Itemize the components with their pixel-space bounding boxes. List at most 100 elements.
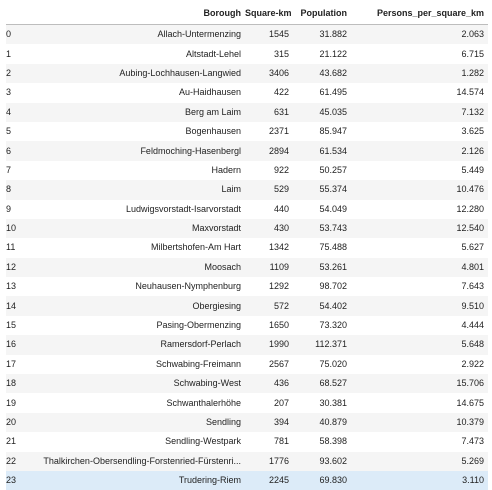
square-km-cell: 529 [245,180,293,199]
row-index: 10 [6,219,24,238]
population-cell: 53.743 [293,219,351,238]
row-index: 20 [6,413,24,432]
header-borough: Borough [24,3,245,25]
borough-cell: Sendling [24,413,245,432]
borough-cell: Aubing-Lochhausen-Langwied [24,64,245,83]
persons-per-square-km-cell: 5.449 [351,161,488,180]
borough-cell: Au-Haidhausen [24,83,245,102]
borough-cell: Altstadt-Lehel [24,44,245,63]
square-km-cell: 1990 [245,335,293,354]
population-cell: 85.947 [293,122,351,141]
population-cell: 50.257 [293,161,351,180]
population-cell: 61.534 [293,141,351,160]
persons-per-square-km-cell: 5.648 [351,335,488,354]
persons-per-square-km-cell: 15.706 [351,374,488,393]
row-index: 11 [6,238,24,257]
borough-cell: Schwabing-Freimann [24,355,245,374]
header-persons-per-square-km: Persons_per_square_km [351,3,488,25]
row-index: 8 [6,180,24,199]
population-cell: 43.682 [293,64,351,83]
square-km-cell: 430 [245,219,293,238]
persons-per-square-km-cell: 4.801 [351,258,488,277]
square-km-cell: 1650 [245,316,293,335]
row-index: 21 [6,432,24,451]
row-index: 5 [6,122,24,141]
borough-cell: Milbertshofen-Am Hart [24,238,245,257]
square-km-cell: 207 [245,393,293,412]
population-cell: 53.261 [293,258,351,277]
population-cell: 112.371 [293,335,351,354]
population-cell: 31.882 [293,25,351,45]
persons-per-square-km-cell: 2.126 [351,141,488,160]
borough-cell: Ramersdorf-Perlach [24,335,245,354]
square-km-cell: 394 [245,413,293,432]
header-row: Borough Square-km Population Persons_per… [6,3,488,25]
population-cell: 93.602 [293,452,351,471]
square-km-cell: 922 [245,161,293,180]
borough-cell: Schwabing-West [24,374,245,393]
dataframe-table: Borough Square-km Population Persons_per… [6,3,488,490]
square-km-cell: 422 [245,83,293,102]
row-index: 2 [6,64,24,83]
row-index: 4 [6,103,24,122]
persons-per-square-km-cell: 4.444 [351,316,488,335]
row-index: 12 [6,258,24,277]
persons-per-square-km-cell: 3.625 [351,122,488,141]
population-cell: 68.527 [293,374,351,393]
persons-per-square-km-cell: 12.280 [351,200,488,219]
persons-per-square-km-cell: 9.510 [351,296,488,315]
borough-cell: Thalkirchen-Obersendling-Forstenried-Für… [24,452,245,471]
persons-per-square-km-cell: 14.574 [351,83,488,102]
square-km-cell: 440 [245,200,293,219]
row-index: 17 [6,355,24,374]
borough-cell: Laim [24,180,245,199]
row-index: 15 [6,316,24,335]
borough-cell: Trudering-Riem [24,471,245,490]
borough-cell: Moosach [24,258,245,277]
header-square-km: Square-km [245,3,293,25]
borough-cell: Schwanthalerhöhe [24,393,245,412]
borough-cell: Obergiesing [24,296,245,315]
population-cell: 69.830 [293,471,351,490]
table-header: Borough Square-km Population Persons_per… [6,3,488,25]
square-km-cell: 1109 [245,258,293,277]
row-index: 14 [6,296,24,315]
square-km-cell: 1292 [245,277,293,296]
persons-per-square-km-cell: 1.282 [351,64,488,83]
square-km-cell: 2245 [245,471,293,490]
population-cell: 21.122 [293,44,351,63]
persons-per-square-km-cell: 6.715 [351,44,488,63]
borough-cell: Berg am Laim [24,103,245,122]
square-km-cell: 781 [245,432,293,451]
square-km-cell: 2894 [245,141,293,160]
row-index: 23 [6,471,24,490]
population-cell: 73.320 [293,316,351,335]
borough-cell: Allach-Untermenzing [24,25,245,45]
square-km-cell: 1776 [245,452,293,471]
